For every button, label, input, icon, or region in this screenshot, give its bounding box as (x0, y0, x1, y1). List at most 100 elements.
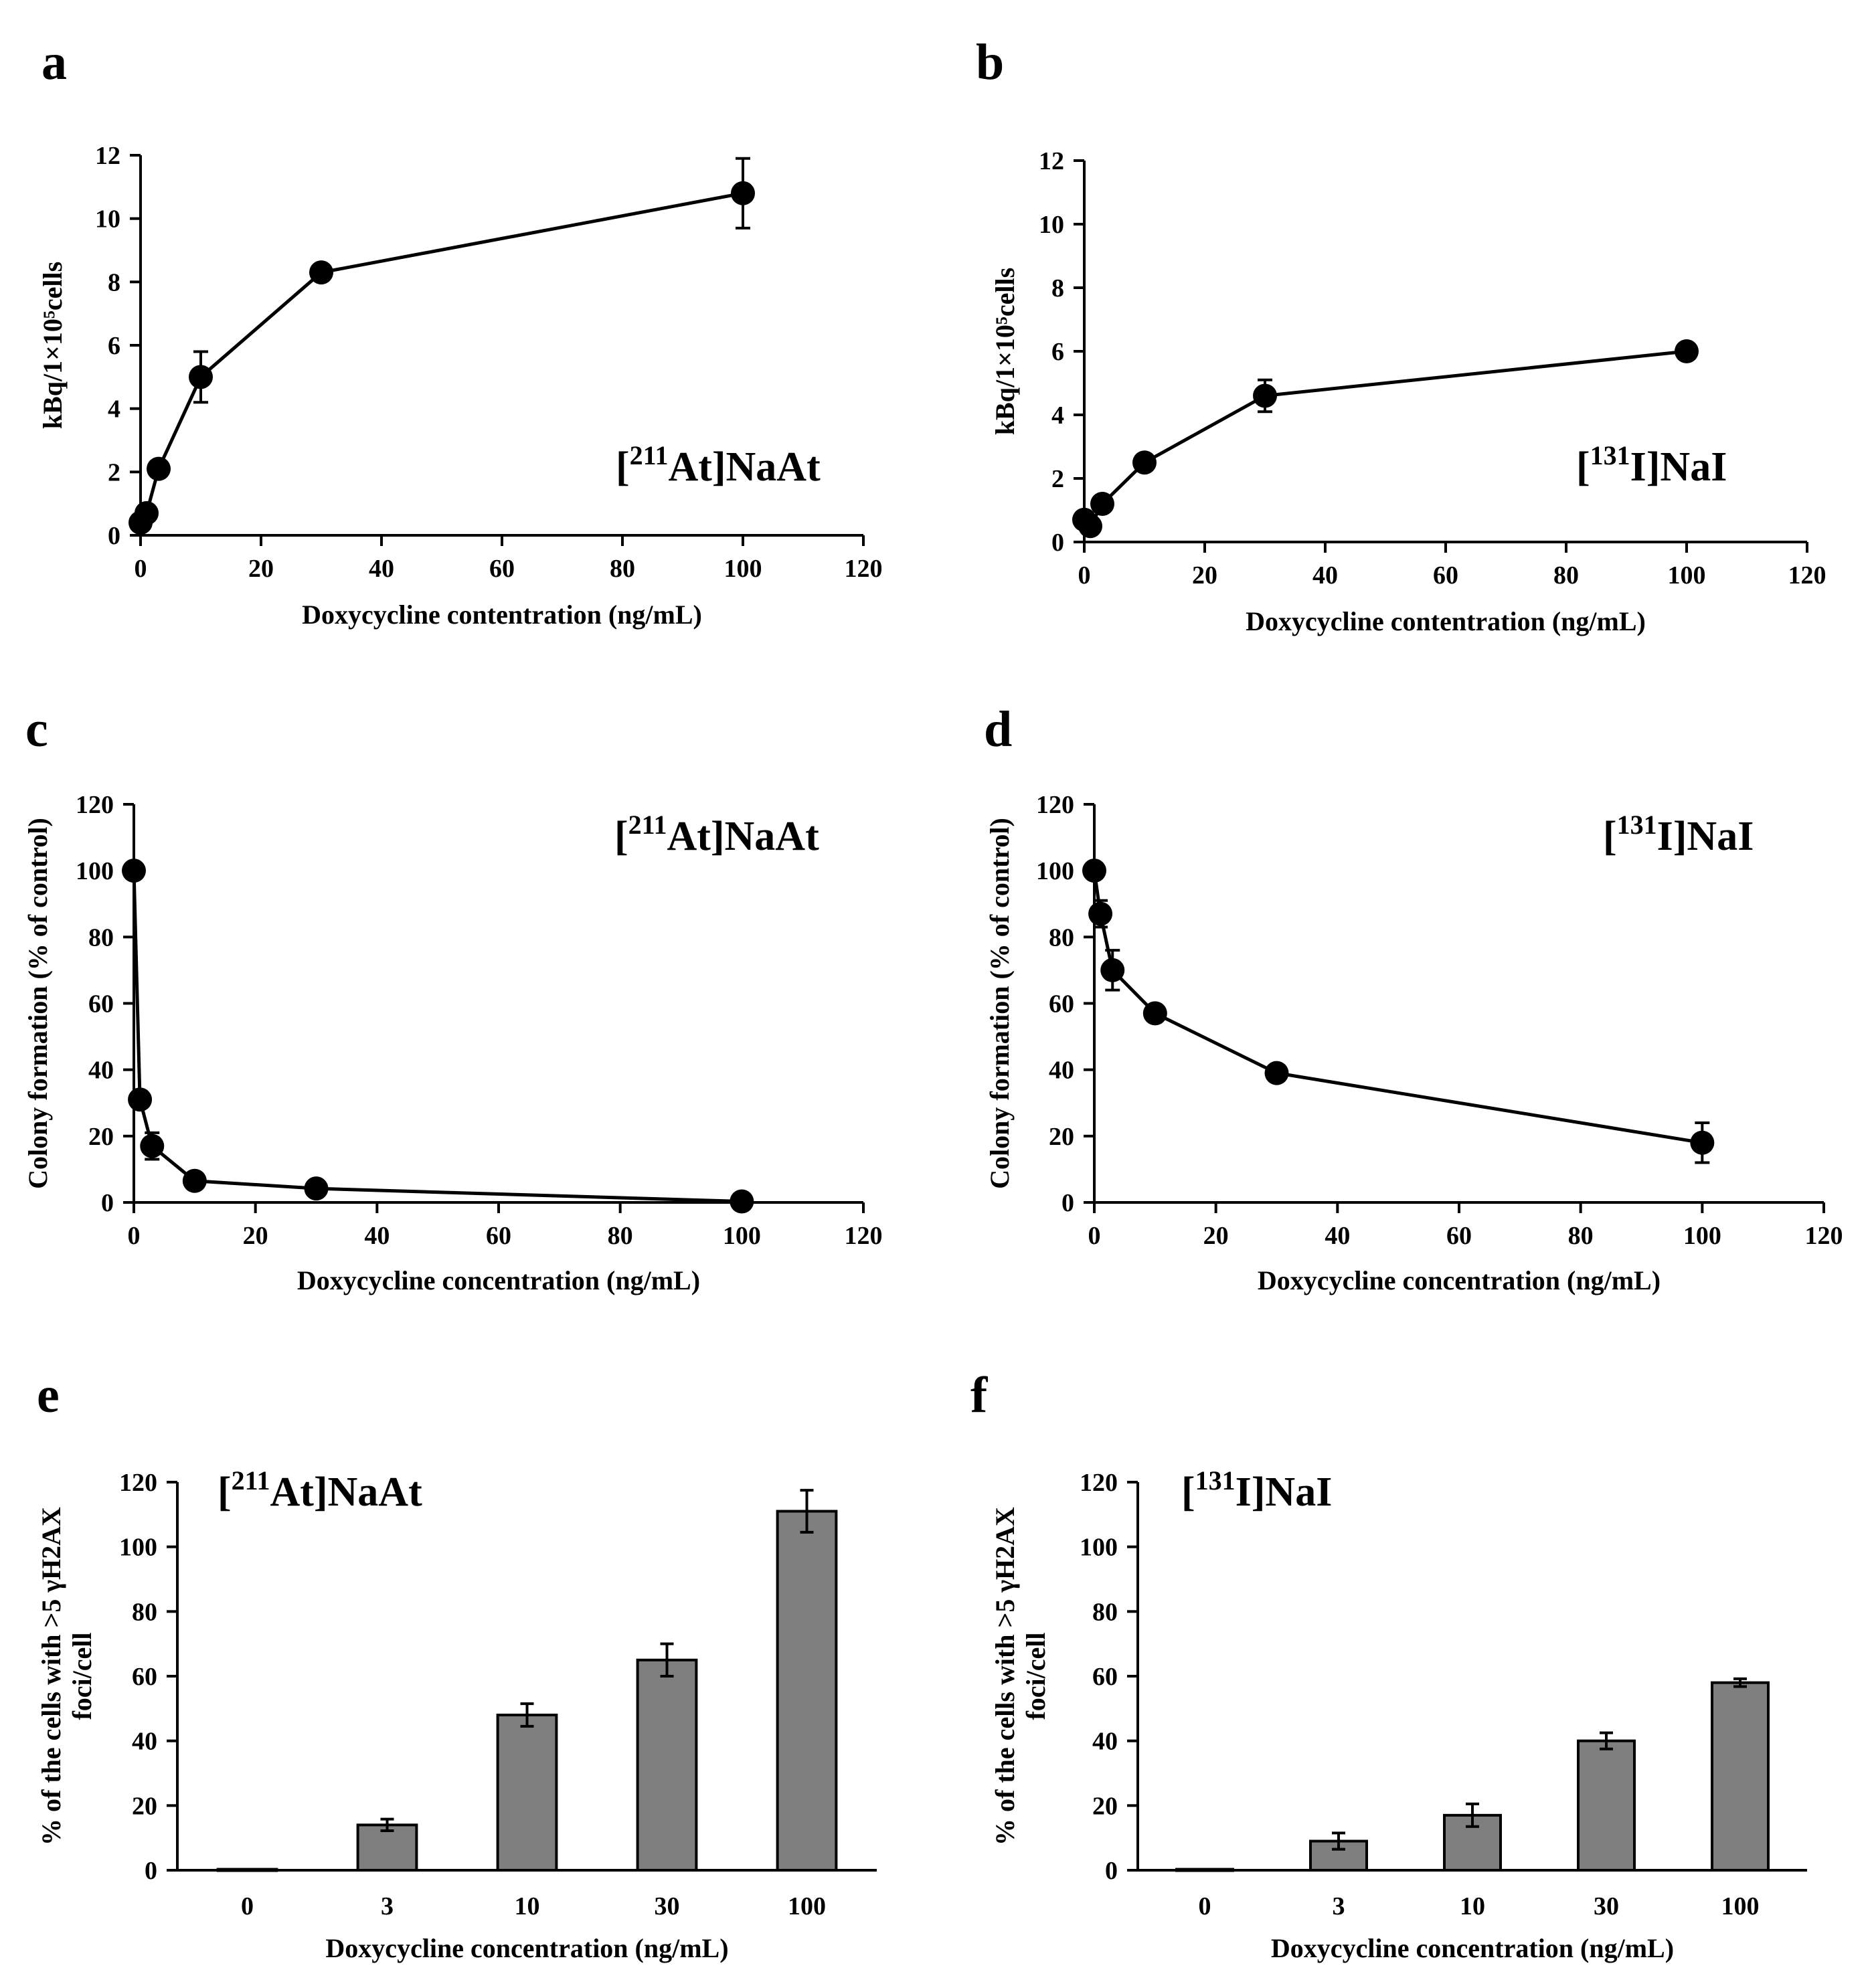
y-tick-label-f: 20 (1092, 1792, 1118, 1820)
data-point-d (1690, 1130, 1715, 1155)
y-tick-label-e: 0 (145, 1857, 157, 1885)
y-tick-label-f: 120 (1080, 1469, 1118, 1497)
y-tick-label-c: 80 (88, 923, 114, 952)
y-axis-title-b: kBq/1×10⁵cells (990, 268, 1020, 435)
x-tick-label-a: 80 (610, 555, 635, 583)
y-tick-label-f: 100 (1080, 1534, 1118, 1562)
data-point-d (1264, 1061, 1289, 1085)
x-tick-label-f: 3 (1333, 1892, 1345, 1920)
panel-e: e 0 20 40 60 80 100 120 0 3 10 30 100 [211At]NaAt Doxy… (36, 1367, 877, 1963)
inset-label-b: [131I]NaI (1576, 440, 1727, 490)
x-tick-label-f: 100 (1721, 1892, 1760, 1920)
x-tick-label-e: 0 (241, 1892, 254, 1920)
y-tick-label-a: 6 (108, 332, 120, 360)
series-line-d (1092, 870, 1703, 1145)
x-tick-label-c: 0 (128, 1222, 141, 1250)
x-tick-label-c: 80 (608, 1222, 633, 1250)
x-tick-label-b: 0 (1078, 561, 1091, 590)
inset-label-e: [211At]NaAt (218, 1465, 422, 1515)
y-axis-title-f: foci/cell (1021, 1632, 1051, 1720)
bar-e (496, 1714, 558, 1872)
data-point-c (122, 859, 146, 883)
x-tick-label-c: 60 (486, 1222, 511, 1250)
x-tick-label-a: 0 (135, 555, 147, 583)
panel-letter-e: e (37, 1367, 60, 1423)
x-tick-label-d: 40 (1325, 1222, 1350, 1250)
data-point-c (182, 1168, 207, 1193)
data-point-d (1100, 958, 1125, 982)
x-tick-label-a: 100 (724, 555, 762, 583)
data-point-d (1088, 901, 1113, 926)
bar-f (1577, 1739, 1636, 1872)
x-tick-label-a: 20 (248, 555, 274, 583)
x-tick-label-b: 100 (1668, 561, 1706, 590)
x-tick-label-b: 40 (1312, 561, 1338, 590)
y-tick-label-a: 8 (108, 268, 120, 296)
y-tick-label-e: 120 (119, 1469, 157, 1497)
x-tick-label-d: 120 (1805, 1222, 1843, 1250)
y-axis-title-c: Colony formation (% of control) (23, 818, 53, 1189)
y-tick-label-c: 20 (88, 1123, 114, 1151)
inset-label-c: [211At]NaAt (614, 810, 819, 859)
x-tick-label-c: 120 (845, 1222, 883, 1250)
y-tick-label-d: 60 (1049, 990, 1074, 1018)
x-tick-label-e: 10 (515, 1892, 540, 1920)
panel-letter-b: b (976, 34, 1004, 90)
y-tick-label-f: 40 (1092, 1728, 1118, 1756)
y-tick-label-d: 0 (1061, 1189, 1074, 1217)
y-tick-label-e: 60 (132, 1663, 157, 1691)
y-tick-label-d: 100 (1036, 857, 1074, 885)
x-tick-label-a: 60 (489, 555, 515, 583)
x-axis-title-a: Doxycycline contentration (ng/mL) (302, 600, 702, 630)
y-tick-label-b: 6 (1051, 338, 1064, 366)
bar-e (776, 1510, 838, 1872)
x-tick-label-a: 40 (369, 555, 394, 583)
x-axis-title-f: Doxycycline concentration (ng/mL) (1271, 1933, 1674, 1963)
x-tick-label-d: 0 (1088, 1222, 1101, 1250)
x-tick-label-c: 40 (364, 1222, 390, 1250)
bar-e (356, 1823, 418, 1872)
y-tick-label-d: 120 (1036, 791, 1074, 819)
x-axis-title-e: Doxycycline concentration (ng/mL) (325, 1933, 728, 1963)
data-point-b (1078, 514, 1102, 539)
series-line-c (132, 871, 742, 1204)
y-tick-label-a: 12 (95, 142, 120, 170)
panel-letter-a: a (41, 34, 67, 90)
data-point-a (189, 365, 213, 389)
panel-letter-f: f (970, 1367, 989, 1423)
x-tick-label-d: 60 (1446, 1222, 1472, 1250)
inset-label-f: [131I]NaI (1181, 1465, 1332, 1515)
y-tick-label-d: 80 (1049, 923, 1074, 952)
y-tick-label-f: 60 (1092, 1663, 1118, 1691)
y-axis-title-e: foci/cell (67, 1632, 97, 1720)
y-tick-label-b: 0 (1051, 529, 1064, 557)
y-axis-title-e: % of the cells with >5 γH2AX (36, 1507, 66, 1845)
x-tick-label-e: 3 (381, 1892, 394, 1920)
data-point-d (1082, 859, 1106, 883)
y-axis-title-d: Colony formation (% of control) (985, 818, 1015, 1189)
x-tick-label-d: 100 (1683, 1222, 1721, 1250)
y-tick-label-b: 12 (1039, 147, 1064, 175)
y-tick-label-a: 2 (108, 458, 120, 486)
panel-letter-d: d (984, 701, 1012, 757)
y-tick-label-f: 80 (1092, 1598, 1118, 1626)
x-tick-label-f: 10 (1460, 1892, 1485, 1920)
y-tick-label-a: 10 (95, 205, 120, 234)
data-point-c (304, 1176, 329, 1201)
y-tick-label-e: 80 (132, 1598, 157, 1626)
x-tick-label-b: 80 (1553, 561, 1579, 590)
x-tick-label-d: 80 (1568, 1222, 1594, 1250)
data-point-a (147, 456, 171, 481)
x-axis-title-c: Doxycycline concentration (ng/mL) (297, 1265, 700, 1295)
y-tick-label-d: 40 (1049, 1057, 1074, 1085)
panel-c: c 0 20 40 60 80 100 120 0 20 40 60 80 100 120 [211At]Na… (23, 701, 883, 1295)
data-point-a (309, 260, 333, 285)
data-point-a (135, 501, 159, 525)
y-tick-label-a: 4 (108, 395, 120, 424)
y-axis-title-f: % of the cells with >5 γH2AX (990, 1507, 1020, 1845)
x-tick-label-f: 30 (1594, 1892, 1619, 1920)
panel-letter-c: c (25, 701, 48, 757)
